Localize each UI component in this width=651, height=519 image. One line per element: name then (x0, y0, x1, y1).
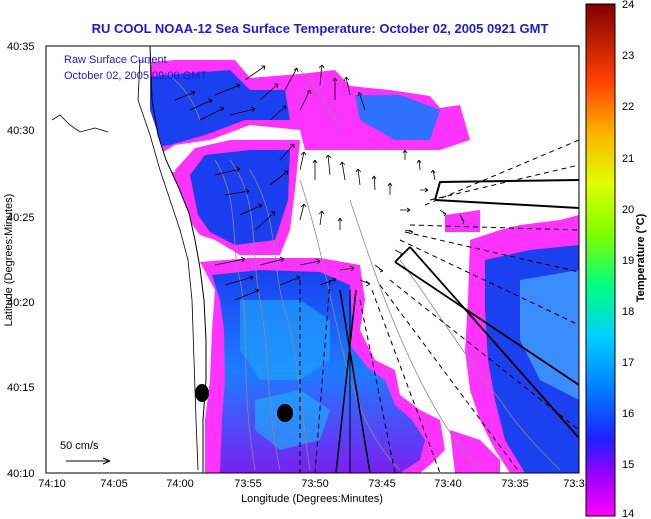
svg-text:15: 15 (622, 459, 634, 471)
svg-text:74:10: 74:10 (38, 478, 66, 490)
svg-text:73:45: 73:45 (368, 478, 396, 490)
svg-text:22: 22 (622, 101, 634, 113)
current-vectors (174, 64, 465, 301)
x-axis-ticks: 74:10 74:05 74:00 73:55 73:50 73:45 73:4… (38, 478, 584, 490)
svg-text:73:3: 73:3 (563, 478, 584, 490)
svg-text:18: 18 (622, 306, 634, 318)
svg-text:74:00: 74:00 (166, 478, 194, 490)
svg-text:14: 14 (622, 508, 634, 519)
svg-text:73:40: 73:40 (434, 478, 462, 490)
svg-text:40:25: 40:25 (7, 212, 35, 224)
sst-field (46, 46, 579, 473)
svg-text:17: 17 (622, 357, 634, 369)
svg-text:40:30: 40:30 (7, 125, 35, 137)
svg-text:16: 16 (622, 408, 634, 420)
x-axis-label: Longitude (Degrees:Minutes) (241, 493, 383, 505)
map-title: RU COOL NOAA-12 Sea Surface Temperature:… (91, 21, 549, 36)
svg-text:74:05: 74:05 (100, 478, 128, 490)
svg-text:19: 19 (622, 255, 634, 267)
y-axis-label: Latitude (Degrees:Minutes) (3, 194, 15, 327)
legend-line1: Raw Surface Current (64, 54, 167, 66)
legend-line2: October 02, 2005 09:00 GMT (64, 70, 207, 82)
svg-text:23: 23 (622, 50, 634, 62)
svg-text:40:15: 40:15 (7, 382, 35, 394)
svg-text:40:10: 40:10 (7, 468, 35, 480)
svg-text:20: 20 (622, 204, 634, 216)
svg-text:24: 24 (622, 0, 634, 11)
colorbar-ticks: 24 23 22 21 20 19 18 17 16 15 14 (622, 0, 634, 519)
svg-text:40:35: 40:35 (7, 41, 35, 53)
svg-text:21: 21 (622, 153, 634, 165)
svg-text:73:50: 73:50 (301, 478, 329, 490)
svg-text:73:35: 73:35 (501, 478, 529, 490)
colorbar-label: Temperature (°C) (635, 213, 647, 302)
svg-text:40:20: 40:20 (7, 297, 35, 309)
y-axis-ticks: 40:35 40:30 40:25 40:20 40:15 40:10 (7, 41, 35, 480)
scale-label: 50 cm/s (60, 440, 99, 452)
svg-text:73:55: 73:55 (234, 478, 262, 490)
colorbar (585, 3, 616, 517)
